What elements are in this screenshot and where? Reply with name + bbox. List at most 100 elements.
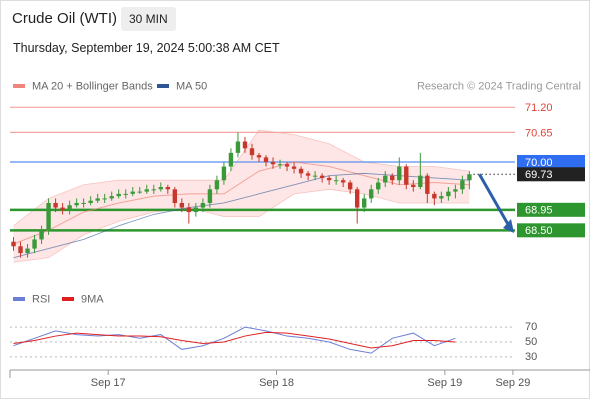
level-tag [517, 154, 585, 169]
forecast-arrow-head [503, 219, 514, 233]
legend-swatch [62, 297, 74, 301]
candle-body [88, 200, 93, 203]
legend-label: MA 50 [176, 80, 207, 92]
y-tick-label: 30 [525, 351, 537, 363]
ma-line [13, 161, 470, 245]
candle-body [418, 175, 423, 188]
candle-body [362, 198, 367, 208]
candle-body [151, 189, 156, 191]
candle-body [383, 175, 388, 183]
candle-body [460, 180, 465, 190]
candle-body [95, 198, 100, 201]
legend-swatch [13, 297, 25, 301]
last-price-tag [517, 167, 585, 182]
candle-body [207, 189, 213, 203]
level-label: 71.20 [525, 102, 553, 114]
level-tag [517, 202, 585, 217]
level-label: 70.00 [525, 157, 553, 169]
legend-label: RSI [32, 293, 50, 305]
candle-body [305, 173, 311, 176]
legend-label: 9MA [81, 293, 104, 305]
candle-body [270, 161, 276, 165]
candle-body [312, 175, 318, 177]
candle-body [81, 202, 86, 204]
x-tick-label: Sep 29 [495, 377, 530, 389]
candle-body [214, 180, 220, 190]
candle-body [333, 180, 339, 182]
candle-body [390, 175, 395, 181]
instrument-title: Crude Oil (WTI) [12, 10, 117, 27]
datetime: Thursday, September 19, 2024 5:00:38 AM … [13, 41, 280, 55]
indicator-line [13, 331, 456, 349]
ma-line [13, 172, 470, 259]
candle-body [102, 198, 107, 200]
candle-body [11, 241, 16, 247]
candle-body [326, 177, 332, 181]
candle-body [354, 189, 360, 208]
candle-body [109, 196, 114, 199]
candle-body [123, 193, 128, 195]
bollinger-lower [13, 188, 470, 263]
last-price-label: 69.73 [525, 169, 553, 181]
x-tick-label: Sep 18 [259, 377, 294, 389]
candle-body [228, 152, 234, 167]
candle-body [235, 141, 241, 153]
candle-body [200, 202, 206, 208]
candle-body [369, 189, 374, 199]
bollinger-upper [13, 129, 470, 227]
candle-body [432, 193, 437, 199]
candle-body [193, 207, 199, 213]
candle-body [130, 191, 135, 194]
candle-body [53, 202, 58, 208]
candle-body [256, 155, 262, 158]
candle-body [165, 187, 171, 190]
candle-body [74, 202, 79, 206]
candle-body [446, 191, 451, 197]
x-tick-label: Sep 17 [91, 377, 126, 389]
candle-body [340, 180, 346, 183]
level-label: 68.50 [525, 225, 553, 237]
candle-body [46, 202, 51, 231]
candle-body [397, 166, 402, 181]
candle-body [277, 164, 283, 166]
candle-body [179, 202, 185, 208]
timeframe-button[interactable]: 30 MIN [121, 7, 176, 31]
candle-body [347, 182, 353, 190]
candle-body [249, 148, 255, 156]
legend-label: MA 20 + Bollinger Bands [32, 80, 153, 92]
candle-body [60, 207, 65, 210]
forecast-arrow [478, 173, 511, 227]
candle-body [453, 189, 458, 192]
candle-body [242, 141, 248, 149]
y-tick-label: 50 [525, 336, 537, 348]
candle-body [25, 248, 30, 254]
candle-body [425, 175, 430, 194]
candle-body [439, 196, 444, 199]
candle-body [137, 191, 142, 193]
candle-body [116, 193, 121, 197]
candle-body [298, 168, 304, 174]
indicator-line [13, 326, 456, 354]
candle-body [172, 189, 178, 203]
x-tick-label: Sep 19 [427, 377, 462, 389]
candle-body [158, 187, 163, 190]
level-tag [517, 223, 585, 238]
level-label: 70.65 [525, 127, 553, 139]
candle-body [284, 164, 290, 167]
candle-body [319, 175, 325, 178]
legend-swatch [13, 84, 25, 88]
candle-body [221, 166, 227, 181]
y-tick-label: 70 [525, 321, 537, 333]
candle-body [467, 174, 472, 181]
candle-body [263, 157, 269, 162]
level-label: 68.95 [525, 205, 553, 217]
candle-body [291, 166, 297, 169]
candle-body [18, 246, 23, 254]
candle-body [67, 205, 72, 210]
candle-body [411, 184, 416, 188]
legend-swatch [157, 84, 169, 88]
candle-body [376, 182, 381, 190]
watermark: Research © 2024 Trading Central [417, 80, 581, 92]
